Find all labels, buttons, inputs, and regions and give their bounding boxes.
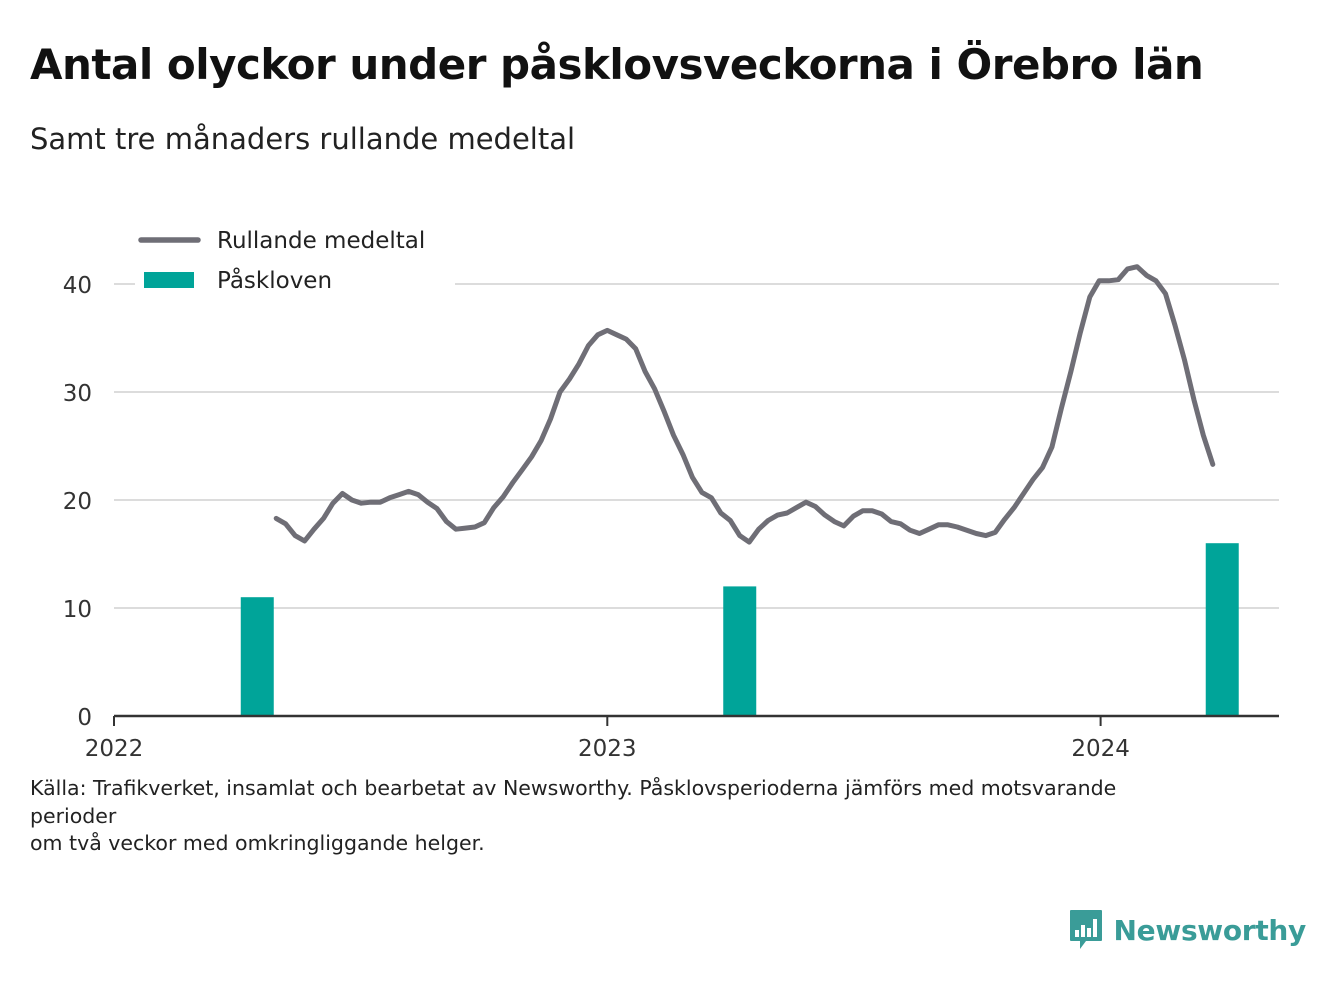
x-tick-label: 2023: [578, 736, 637, 762]
chart-svg: 0 10 20 30 40 2022 2023 2024 Rullande medeltal …: [62, 220, 1279, 762]
grid-lines: [114, 283, 1279, 609]
bar-paskloven: [723, 586, 757, 716]
x-tick-label: 2024: [1071, 736, 1130, 762]
bar-paskloven: [1205, 543, 1239, 716]
brand-name: Newsworthy: [1113, 913, 1307, 947]
chart-title: Antal olyckor under påsklovsveckorna i Ö…: [30, 40, 1204, 89]
source-line: om två veckor med omkringliggande helger…: [30, 831, 485, 855]
source-note: Källa: Trafikverket, insamlat och bearbe…: [30, 775, 1230, 858]
legend-label-bars: Påskloven: [217, 266, 332, 294]
bar-paskloven: [240, 597, 274, 716]
legend: Rullande medeltal Påskloven: [135, 220, 455, 294]
x-tick-label: 2022: [85, 736, 144, 762]
chart-subtitle: Samt tre månaders rullande medeltal: [30, 122, 576, 156]
source-line: perioder: [30, 803, 117, 828]
line-series: [273, 264, 1216, 545]
legend-label-line: Rullande medeltal: [217, 228, 425, 254]
line-rullande-medeltal: [273, 264, 1216, 545]
newsworthy-logo-icon: [1069, 910, 1102, 949]
axes: 0 10 20 30 40 2022 2023 2024: [63, 273, 1279, 762]
bar-series: [240, 543, 1239, 716]
y-tick-label: 0: [77, 705, 92, 731]
source-line: Källa: Trafikverket, insamlat och bearbe…: [30, 776, 1117, 800]
y-tick-label: 20: [63, 489, 92, 515]
y-tick-label: 30: [63, 381, 92, 407]
brand-logo[interactable]: Newsworthy: [1068, 908, 1306, 952]
y-tick-label: 40: [63, 273, 92, 299]
legend-bar-swatch: [144, 272, 194, 288]
y-tick-label: 10: [63, 597, 92, 623]
